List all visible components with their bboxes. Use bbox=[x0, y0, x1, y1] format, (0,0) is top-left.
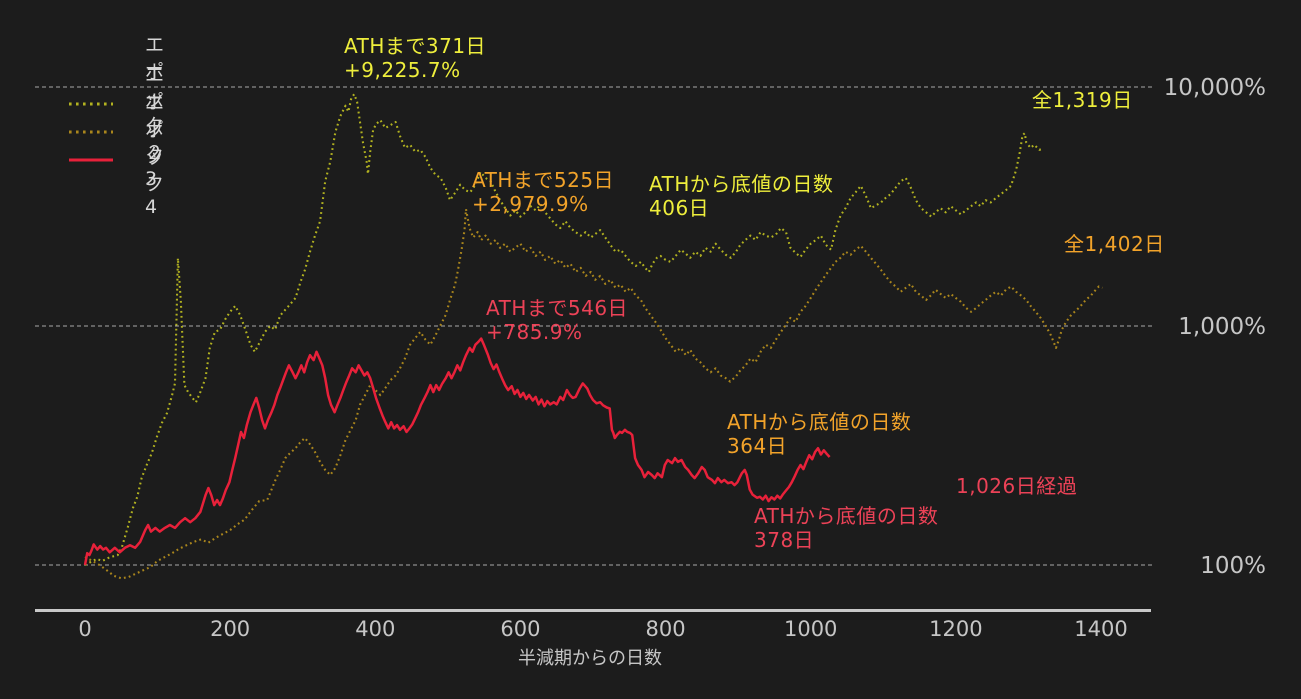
legend-item-epoch3: エポック3 bbox=[68, 64, 165, 190]
series-epoch4-line bbox=[83, 337, 831, 566]
legend-item-epoch4: エポック4 bbox=[68, 92, 165, 218]
legend-label-epoch4: エポック4 bbox=[145, 92, 166, 218]
x-tick-1200: 1200 bbox=[929, 617, 982, 641]
x-tick-1000: 1000 bbox=[784, 617, 837, 641]
y-tick-100: 100% bbox=[1200, 553, 1266, 579]
x-tick-200: 200 bbox=[210, 617, 250, 641]
legend-swatch-epoch3 bbox=[68, 121, 114, 134]
x-axis-title: 半減期からの日数 bbox=[518, 648, 662, 669]
series-epoch3-line bbox=[84, 208, 1103, 580]
series-epoch2-line bbox=[84, 93, 1043, 566]
x-tick-1400: 1400 bbox=[1074, 617, 1127, 641]
legend-swatch-epoch4 bbox=[68, 149, 114, 162]
x-tick-800: 800 bbox=[646, 617, 686, 641]
legend-item-epoch2: エポック２ bbox=[68, 34, 165, 164]
legend-swatch-epoch2 bbox=[68, 93, 114, 106]
x-tick-600: 600 bbox=[500, 617, 540, 641]
legend-label-epoch2: エポック２ bbox=[145, 33, 166, 164]
y-tick-1000: 1,000% bbox=[1178, 314, 1266, 340]
legend-label-epoch3: エポック3 bbox=[145, 64, 166, 190]
x-tick-400: 400 bbox=[355, 617, 395, 641]
x-tick-0: 0 bbox=[78, 617, 91, 641]
y-tick-10000: 10,000% bbox=[1164, 75, 1266, 101]
